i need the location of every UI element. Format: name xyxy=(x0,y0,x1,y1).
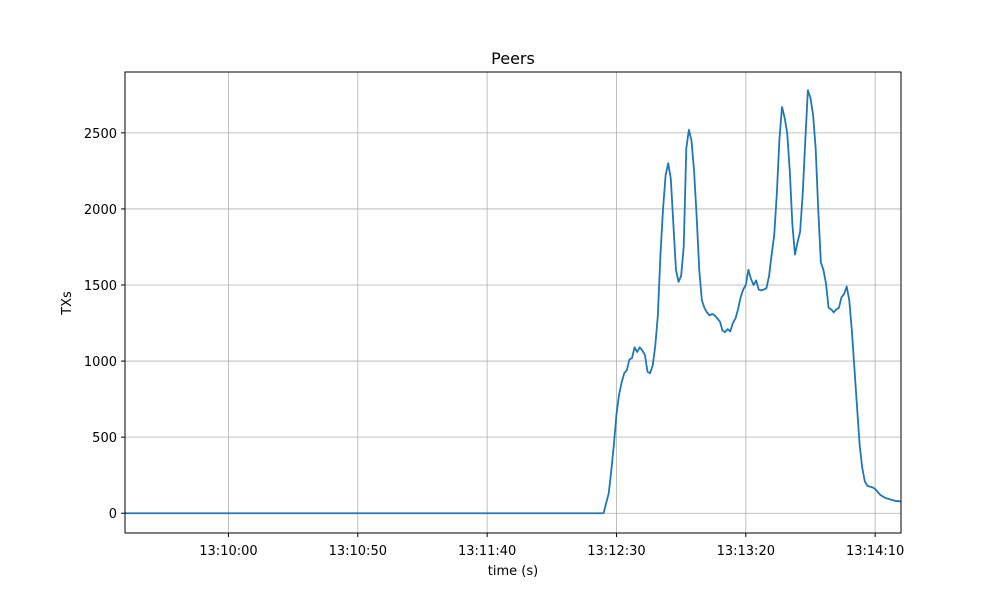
x-tick-label: 13:14:10 xyxy=(846,544,904,559)
y-tick-label: 0 xyxy=(109,507,117,522)
plot-frame xyxy=(124,71,902,534)
tick-layer: 13:10:00 13:10:50 13:11:40 13:12:30 13:13:20… xyxy=(84,127,904,559)
chart-title: Peers xyxy=(491,49,535,68)
y-tick-label: 2500 xyxy=(84,127,117,142)
x-tick-label: 13:12:30 xyxy=(587,544,645,559)
grid-layer xyxy=(125,72,901,533)
x-tick-label: 13:10:00 xyxy=(199,544,257,559)
y-tick-label: 1500 xyxy=(84,279,117,294)
y-axis-label: TXs xyxy=(60,291,75,316)
x-tick-label: 13:13:20 xyxy=(717,544,775,559)
line-layer xyxy=(125,89,902,515)
y-tick-label: 500 xyxy=(92,431,117,446)
y-tick-label: 2000 xyxy=(84,203,117,218)
y-tick-label: 1000 xyxy=(84,355,117,370)
x-axis-label: time (s) xyxy=(488,564,538,579)
series-line xyxy=(125,89,902,515)
x-tick-label: 13:10:50 xyxy=(329,544,387,559)
x-tick-label: 13:11:40 xyxy=(458,544,516,559)
